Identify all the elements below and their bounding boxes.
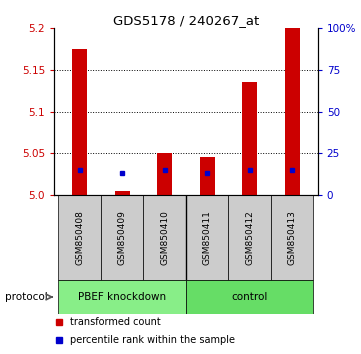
Title: GDS5178 / 240267_at: GDS5178 / 240267_at (113, 14, 259, 27)
Bar (157, 153, 172, 195)
Text: GSM850413: GSM850413 (288, 210, 297, 265)
Bar (58, 280, 186, 314)
Bar (200, 157, 214, 195)
Bar (101, 195, 143, 280)
Bar (229, 195, 271, 280)
Bar (271, 195, 313, 280)
Bar (285, 28, 300, 195)
Text: GSM850411: GSM850411 (203, 210, 212, 265)
Text: percentile rank within the sample: percentile rank within the sample (70, 335, 235, 345)
Bar (186, 195, 229, 280)
Text: GSM850409: GSM850409 (118, 210, 127, 265)
Text: GSM850410: GSM850410 (160, 210, 169, 265)
Text: control: control (231, 292, 268, 302)
Text: transformed count: transformed count (70, 317, 161, 327)
Text: GSM850412: GSM850412 (245, 210, 254, 265)
Bar (72, 49, 87, 195)
Bar (143, 195, 186, 280)
Text: GSM850408: GSM850408 (75, 210, 84, 265)
Bar (242, 82, 257, 195)
Text: PBEF knockdown: PBEF knockdown (78, 292, 166, 302)
Bar (58, 195, 101, 280)
Bar (186, 280, 313, 314)
Bar (115, 190, 130, 195)
Text: protocol: protocol (5, 292, 48, 302)
